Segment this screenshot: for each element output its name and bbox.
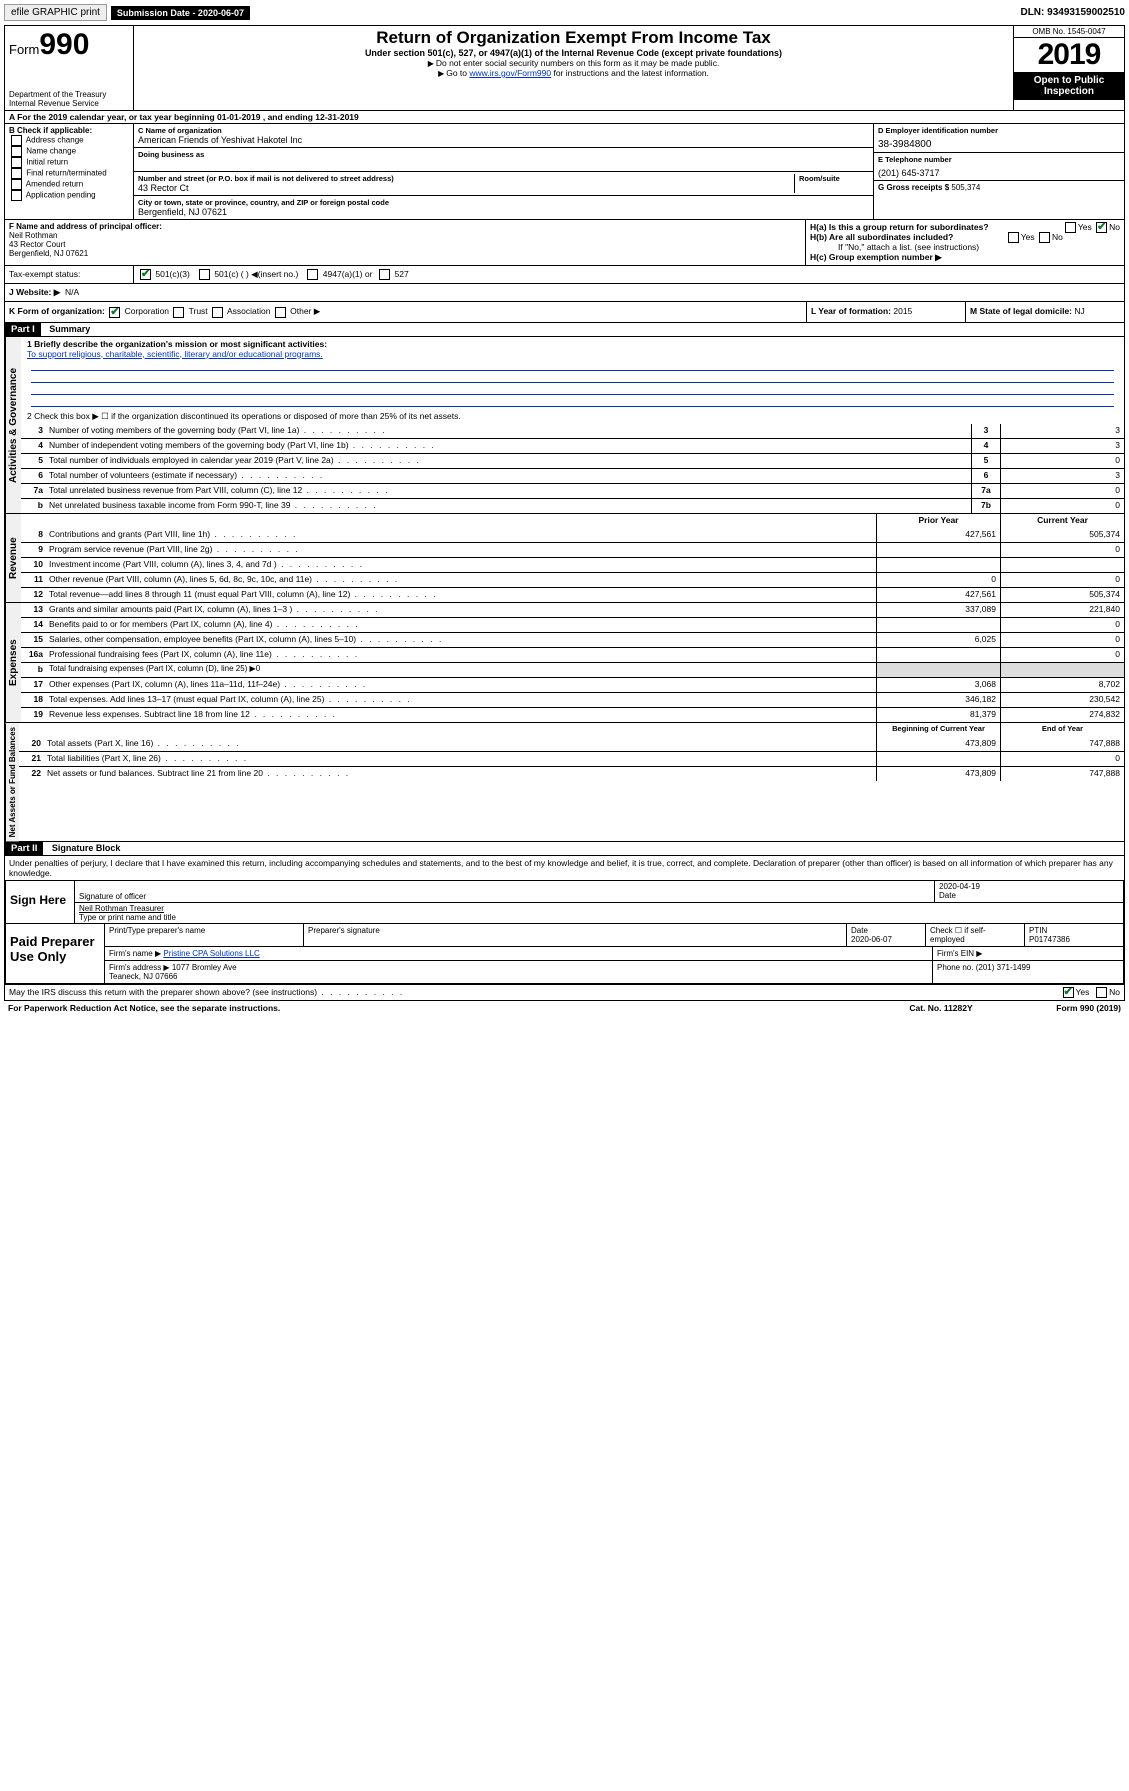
summary-line: 10Investment income (Part VIII, column (…	[21, 557, 1124, 572]
tax-period: A For the 2019 calendar year, or tax yea…	[5, 111, 1124, 124]
q2: 2 Check this box ▶ ☐ if the organization…	[21, 409, 1124, 424]
vtab-netassets: Net Assets or Fund Balances	[5, 723, 19, 841]
summary-line: 7aTotal unrelated business revenue from …	[21, 483, 1124, 498]
state-domicile: M State of legal domicile: NJ	[966, 302, 1124, 321]
summary-line: bTotal fundraising expenses (Part IX, co…	[21, 662, 1124, 677]
summary-line: 22Net assets or fund balances. Subtract …	[19, 766, 1124, 781]
tax-exempt-label: Tax-exempt status:	[5, 266, 134, 283]
summary-line: 20Total assets (Part X, line 16)473,8097…	[19, 737, 1124, 751]
summary-line: 18Total expenses. Add lines 13–17 (must …	[21, 692, 1124, 707]
officer-cell: F Name and address of principal officer:…	[5, 220, 805, 265]
boxb-item: Name change	[9, 146, 129, 157]
boy-hdr: Beginning of Current Year	[876, 723, 1000, 737]
prior-year-hdr: Prior Year	[876, 514, 1000, 528]
org-name-cell: C Name of organization American Friends …	[134, 124, 873, 148]
city-cell: City or town, state or province, country…	[134, 196, 873, 219]
summary-line: 11Other revenue (Part VIII, column (A), …	[21, 572, 1124, 587]
form-id-box: Form990 Department of the Treasury Inter…	[5, 26, 134, 110]
summary-line: 9Program service revenue (Part VIII, lin…	[21, 542, 1124, 557]
summary-line: 6Total number of volunteers (estimate if…	[21, 468, 1124, 483]
cat-no: Cat. No. 11282Y	[881, 1003, 1001, 1013]
jurat: Under penalties of perjury, I declare th…	[5, 856, 1124, 880]
q1-label: 1 Briefly describe the organization's mi…	[27, 339, 327, 349]
boxb-item: Initial return	[9, 157, 129, 168]
summary-line: 5Total number of individuals employed in…	[21, 453, 1124, 468]
summary-line: 14Benefits paid to or for members (Part …	[21, 617, 1124, 632]
ein-cell: D Employer identification number38-39848…	[874, 124, 1124, 153]
summary-line: 8Contributions and grants (Part VIII, li…	[21, 528, 1124, 542]
boxb-item: Amended return	[9, 179, 129, 190]
phone-cell: E Telephone number(201) 645-3717	[874, 153, 1124, 181]
group-return-cell: H(a) Is this a group return for subordin…	[805, 220, 1124, 265]
form-title-box: Return of Organization Exempt From Incom…	[134, 26, 1013, 110]
dln: DLN: 93493159002510	[1020, 7, 1125, 18]
submission-date: Submission Date - 2020-06-07	[111, 6, 250, 20]
box-b: B Check if applicable: Address change Na…	[5, 124, 134, 219]
paid-preparer-label: Paid Preparer Use Only	[6, 924, 104, 983]
summary-line: 16aProfessional fundraising fees (Part I…	[21, 647, 1124, 662]
summary-line: 15Salaries, other compensation, employee…	[21, 632, 1124, 647]
year-formation: L Year of formation: 2015	[807, 302, 966, 321]
part1-header: Part I	[5, 323, 41, 336]
gross-receipts-cell: G Gross receipts $ 505,374	[874, 181, 1124, 194]
summary-line: 21Total liabilities (Part X, line 26)0	[19, 751, 1124, 766]
website-cell: J Website: ▶ N/A	[5, 284, 1124, 301]
discuss-question: May the IRS discuss this return with the…	[9, 987, 1061, 998]
vtab-revenue: Revenue	[5, 514, 21, 602]
address-cell: Number and street (or P.O. box if mail i…	[134, 172, 873, 196]
mission-text: To support religious, charitable, scient…	[27, 349, 323, 359]
boxb-item: Application pending	[9, 190, 129, 201]
summary-line: 4Number of independent voting members of…	[21, 438, 1124, 453]
firm-name-link[interactable]: Pristine CPA Solutions LLC	[163, 949, 259, 958]
boxb-item: Final return/terminated	[9, 168, 129, 179]
form-of-org: K Form of organization: Corporation Trus…	[5, 302, 807, 321]
eoy-hdr: End of Year	[1000, 723, 1124, 737]
sign-here-label: Sign Here	[6, 881, 74, 923]
dba-cell: Doing business as	[134, 148, 873, 172]
part2-title: Signature Block	[46, 841, 127, 855]
summary-line: 17Other expenses (Part IX, column (A), l…	[21, 677, 1124, 692]
efile-print-button[interactable]: efile GRAPHIC print	[4, 4, 107, 21]
boxb-item: Address change	[9, 135, 129, 146]
summary-line: 3Number of voting members of the governi…	[21, 424, 1124, 438]
part2-header: Part II	[5, 842, 43, 855]
vtab-governance: Activities & Governance	[5, 337, 21, 513]
pra-notice: For Paperwork Reduction Act Notice, see …	[8, 1003, 881, 1013]
summary-line: bNet unrelated business taxable income f…	[21, 498, 1124, 513]
instructions-link[interactable]: www.irs.gov/Form990	[469, 68, 551, 78]
current-year-hdr: Current Year	[1000, 514, 1124, 528]
tax-exempt-status: 501(c)(3) 501(c) ( ) ◀(insert no.) 4947(…	[134, 266, 1124, 283]
vtab-expenses: Expenses	[5, 603, 21, 722]
summary-line: 12Total revenue—add lines 8 through 11 (…	[21, 587, 1124, 602]
year-box: OMB No. 1545-0047 2019 Open to Public In…	[1013, 26, 1124, 110]
part1-title: Summary	[43, 322, 96, 336]
form-footer: Form 990 (2019)	[1001, 1003, 1121, 1013]
summary-line: 13Grants and similar amounts paid (Part …	[21, 603, 1124, 617]
summary-line: 19Revenue less expenses. Subtract line 1…	[21, 707, 1124, 722]
